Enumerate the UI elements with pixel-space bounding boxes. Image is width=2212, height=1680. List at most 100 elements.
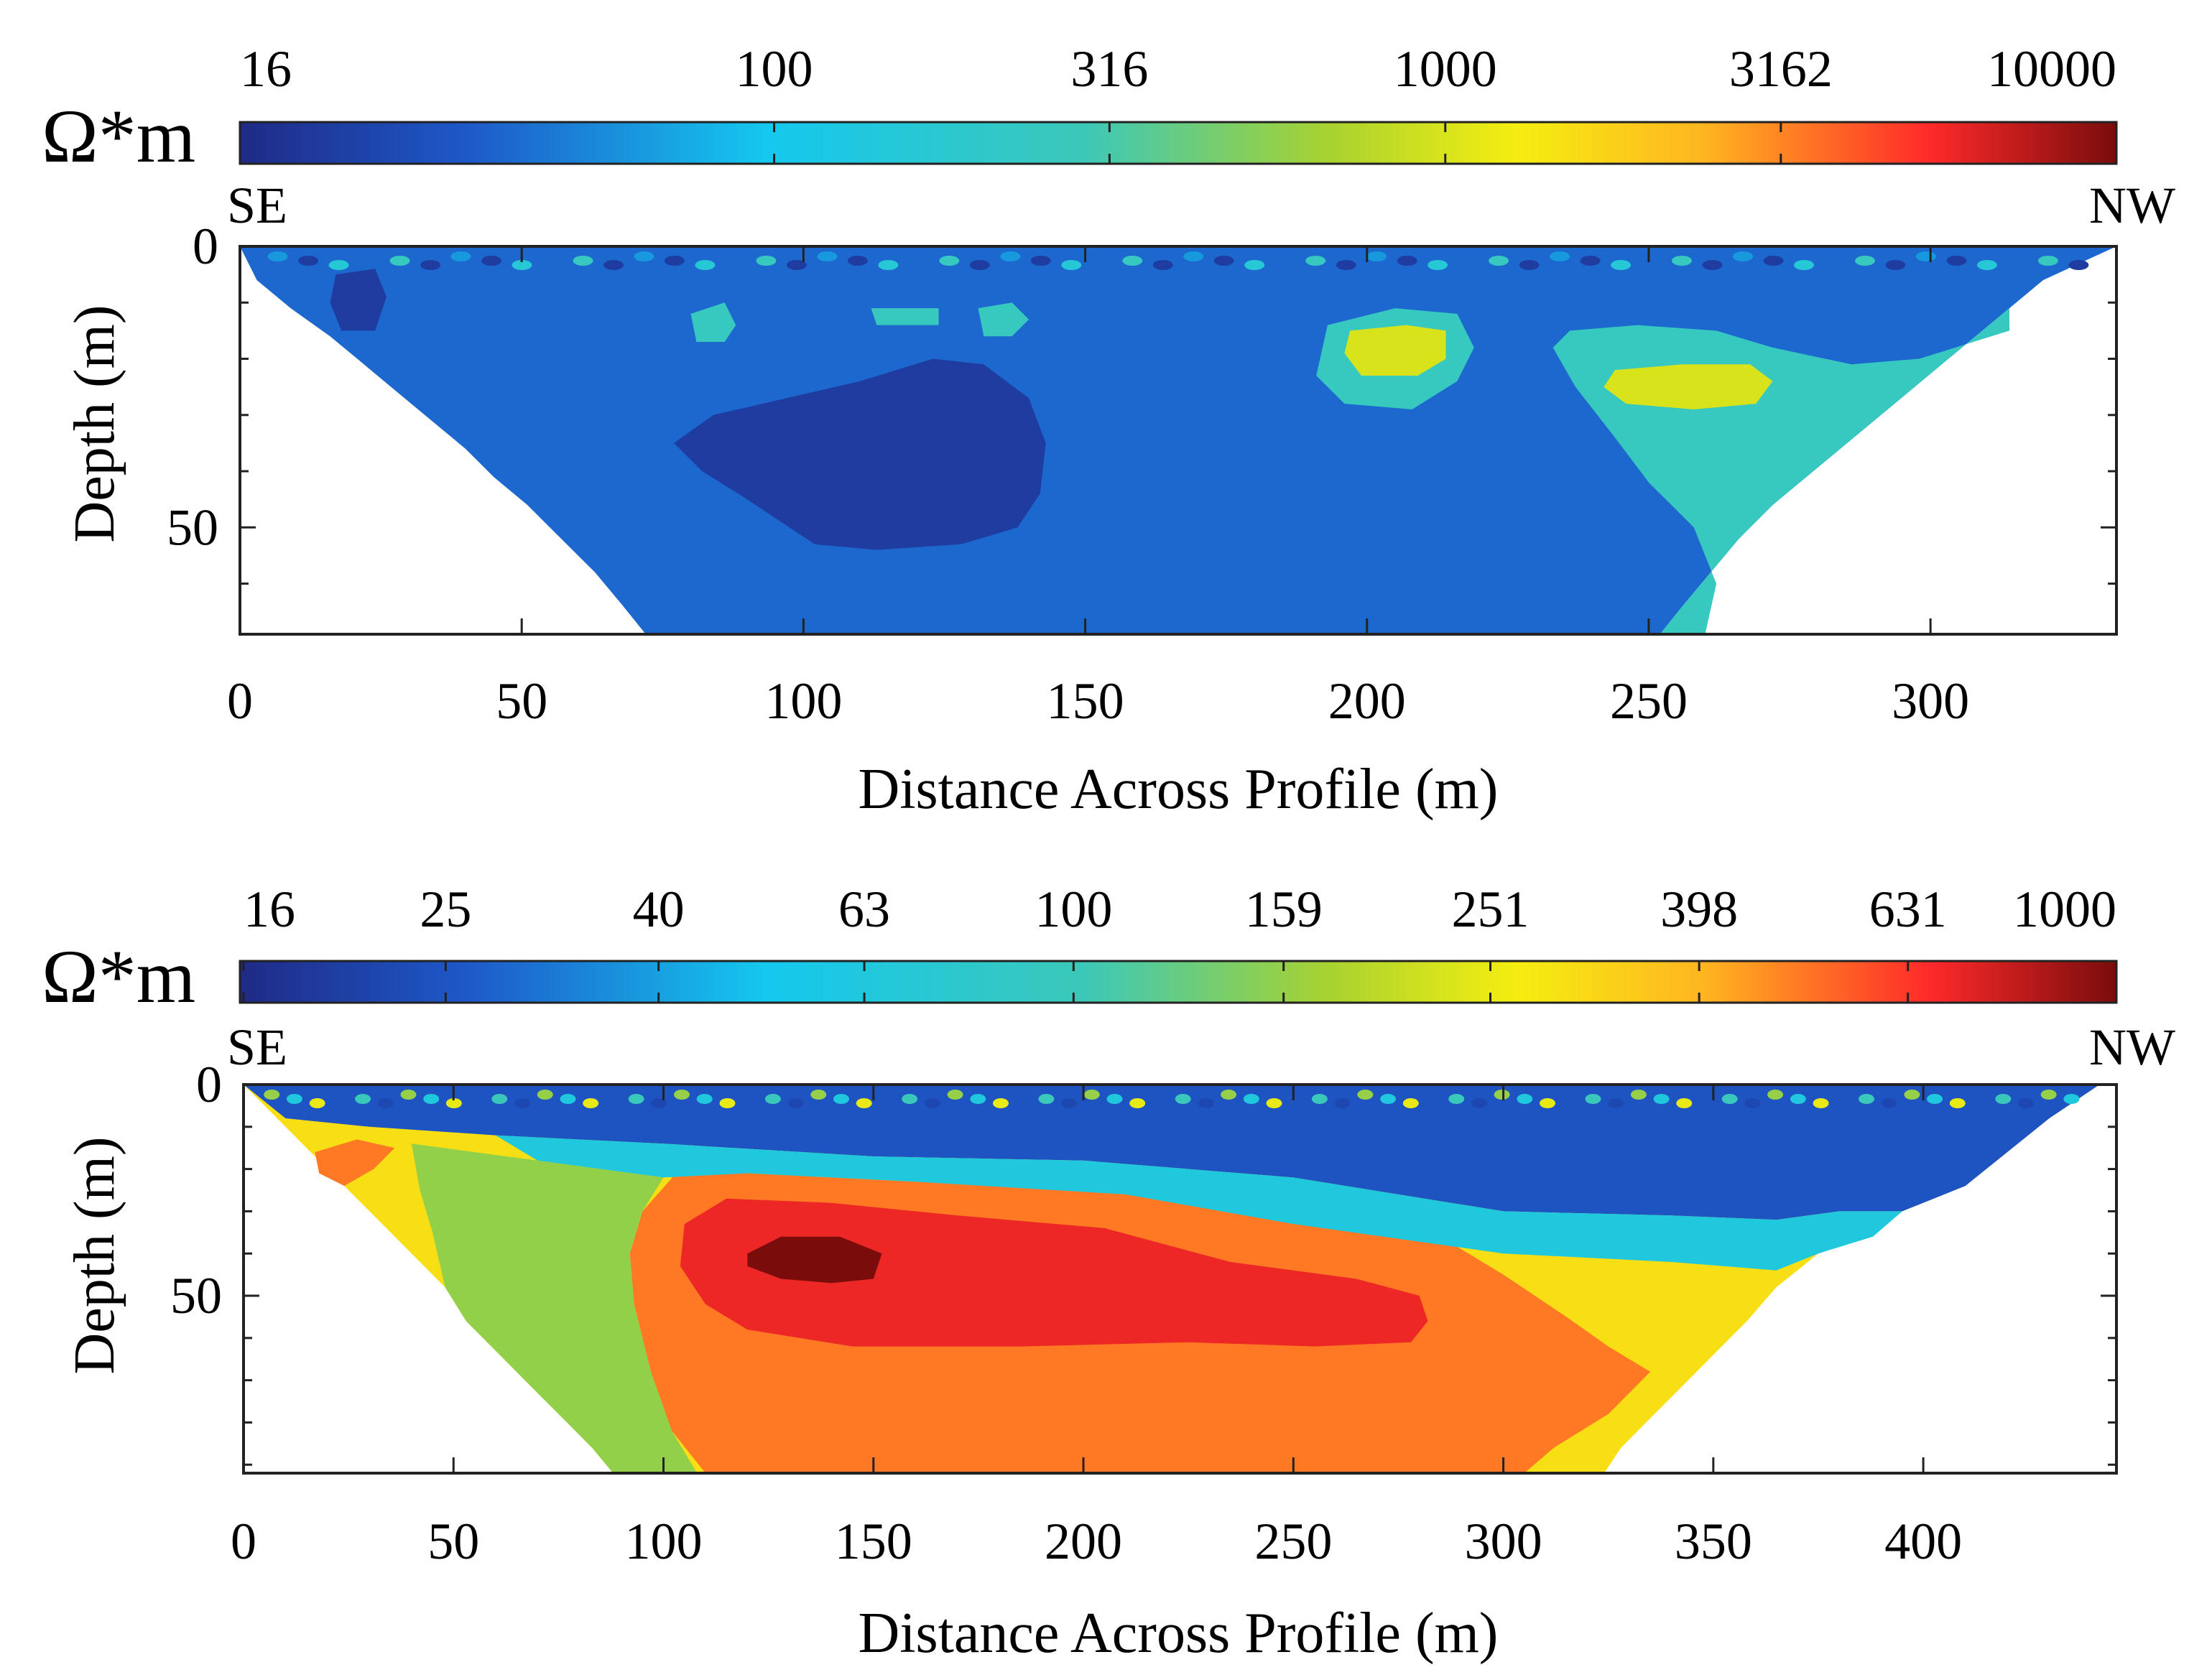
surface-lens <box>1881 1098 1897 1108</box>
feature-high-resistivity-core <box>747 1236 882 1284</box>
surface-lens <box>969 260 990 270</box>
colorbar-tick-label: 25 <box>420 881 471 938</box>
surface-lens <box>1915 251 1936 261</box>
surface-lens <box>420 260 441 270</box>
colorbar-tick-label: 251 <box>1452 881 1530 938</box>
surface-lens <box>1653 1094 1670 1104</box>
feature-shallow-conductive-blue-layer <box>244 1085 2100 1220</box>
surface-lens <box>481 256 501 266</box>
surface-lens <box>1334 1098 1351 1108</box>
surface-lens <box>924 1098 940 1108</box>
surface-lens <box>939 256 960 266</box>
surface-lens <box>1630 1090 1647 1100</box>
surface-lens <box>1380 1094 1397 1104</box>
surface-lens <box>1744 1098 1761 1108</box>
colorbar-tick-label: 398 <box>1660 881 1738 938</box>
surface-lens <box>514 1098 531 1108</box>
surface-lens <box>947 1090 963 1100</box>
surface-lens <box>1976 260 1997 270</box>
surface-lens <box>1061 1098 1078 1108</box>
surface-lens <box>377 1098 394 1108</box>
colorbar-tick-label: 16 <box>240 40 292 98</box>
surface-lens <box>1106 1094 1123 1104</box>
x-tick-label: 200 <box>1328 672 1406 730</box>
surface-lens <box>1676 1098 1693 1108</box>
surface-lens <box>1244 260 1265 270</box>
surface-lens <box>1550 251 1570 261</box>
surface-lens <box>628 1094 644 1104</box>
surface-lens <box>1448 1094 1465 1104</box>
surface-lens <box>1336 260 1356 270</box>
surface-lens <box>2063 1094 2080 1104</box>
surface-lens <box>445 1098 462 1108</box>
x-axis-label-1: Distance Across Profile (m) <box>859 758 1499 821</box>
surface-lens <box>2007 251 2028 261</box>
surface-lens <box>1995 1094 2012 1104</box>
y-axis-ticks-2: 0 50 <box>170 1056 2116 1466</box>
surface-lens <box>1972 1090 1989 1100</box>
surface-lens <box>1397 256 1417 266</box>
surface-lens <box>634 251 654 261</box>
surface-lens <box>2040 1090 2057 1100</box>
plot-frame-1 <box>239 245 2118 636</box>
x-tick-label: 300 <box>1465 1513 1542 1570</box>
surface-lens <box>2018 1098 2034 1108</box>
surface-lens <box>1813 1098 1829 1108</box>
surface-lens <box>878 260 899 270</box>
surface-lens <box>1763 256 1784 266</box>
surface-lens <box>1311 1094 1328 1104</box>
surface-lens <box>2037 256 2058 266</box>
y-tick-label: 50 <box>167 498 218 556</box>
surface-lens <box>674 1090 690 1100</box>
y-axis-label-2: Depth (m) <box>63 1136 126 1374</box>
surface-lens <box>1213 256 1234 266</box>
surface-lens <box>1494 1090 1510 1100</box>
surface-lens <box>1091 251 1112 261</box>
surface-lens <box>1927 1094 1943 1104</box>
surface-lens <box>970 1094 986 1104</box>
colorbar-unit-label-2: Ω*m <box>42 934 195 1018</box>
surface-lens <box>1083 1090 1100 1100</box>
surface-lens <box>817 251 838 261</box>
anomaly-features-1 <box>330 269 2009 634</box>
surface-lens <box>1152 1090 1168 1100</box>
feature-resistive-anomaly-200m <box>1344 325 1446 376</box>
surface-lens <box>993 1098 1009 1108</box>
surface-lens <box>1733 251 1753 261</box>
feature-red-zone <box>680 1198 1428 1347</box>
near-surface-texture-2 <box>264 1090 2080 1108</box>
surface-lens <box>1015 1090 1032 1100</box>
surface-lens <box>856 1098 872 1108</box>
section-1 <box>240 246 2116 634</box>
surface-lens <box>1585 1094 1601 1104</box>
surface-lens <box>787 1098 804 1108</box>
x-tick-label: 200 <box>1045 1513 1122 1570</box>
surface-lens <box>1824 251 1845 261</box>
surface-lens <box>1274 251 1295 261</box>
surface-lens <box>651 1098 667 1108</box>
surface-lens <box>332 1090 348 1100</box>
surface-lens <box>1790 1094 1806 1104</box>
surface-lens <box>879 1090 895 1100</box>
surface-lens <box>1836 1090 1852 1100</box>
feature-resistive-anomaly-nw <box>1604 364 1773 409</box>
left-orientation-label-2: SE <box>227 1018 287 1076</box>
plot-frame-2 <box>242 1083 2118 1475</box>
surface-lens <box>1402 1098 1419 1108</box>
colorbar-tick-label: 16 <box>244 881 295 938</box>
surface-lens <box>1611 260 1632 270</box>
surface-lens <box>359 251 380 261</box>
surface-lens <box>1949 1098 1966 1108</box>
surface-lens <box>665 256 685 266</box>
colorbar-2 <box>239 960 2118 1004</box>
surface-lens <box>1519 260 1540 270</box>
colorbar-tick-label: 1000 <box>1394 40 1497 98</box>
surface-lens <box>756 256 777 266</box>
surface-lens <box>1122 256 1143 266</box>
colorbar-tick-label: 3162 <box>1729 40 1833 98</box>
x-tick-label: 150 <box>835 1513 912 1570</box>
surface-lens <box>1672 256 1692 266</box>
x-tick-label: 350 <box>1675 1513 1752 1570</box>
feature-near-surface-low-pocket-22m <box>330 269 387 331</box>
